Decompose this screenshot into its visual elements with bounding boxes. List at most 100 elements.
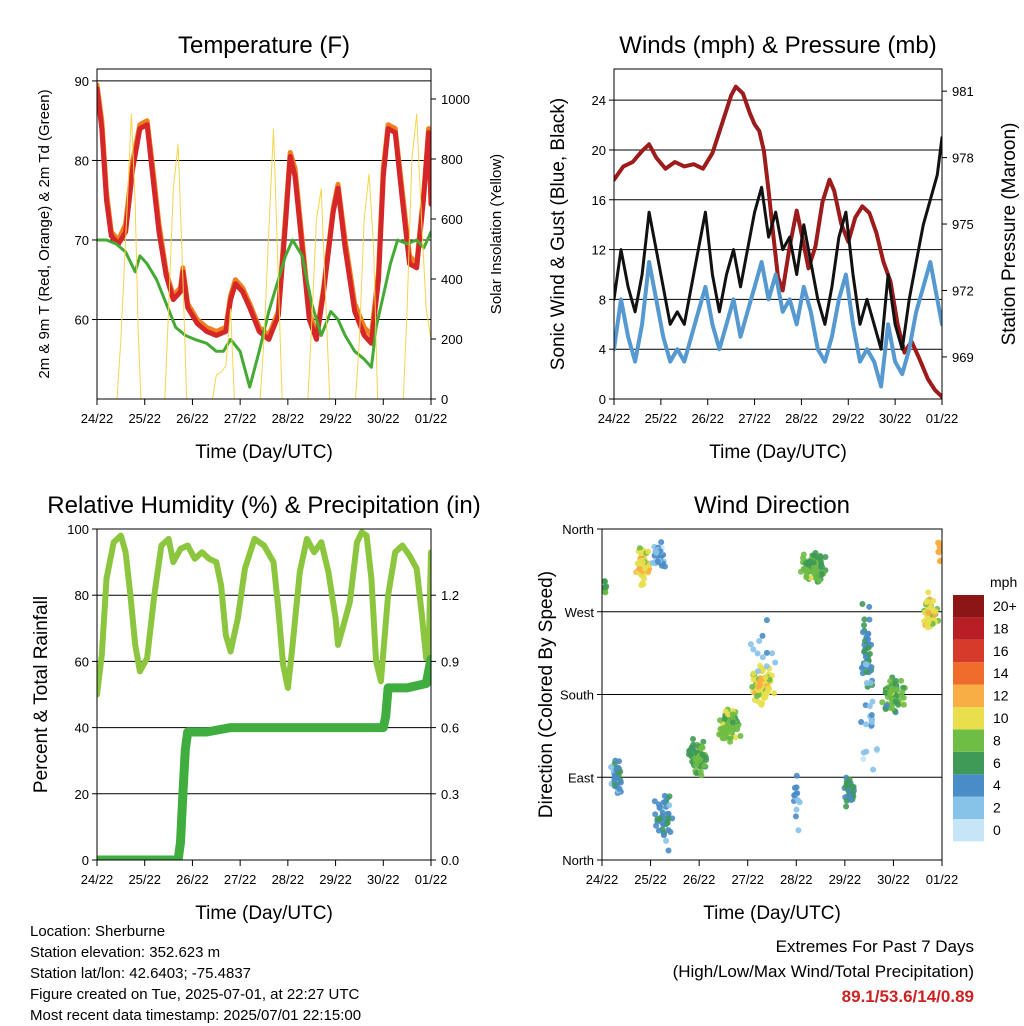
chart-panel-0: Temperature (F) Time (Day/UTC) 2m & 9m T (… [36,32,505,463]
wind-point [641,565,648,572]
wind-point [763,663,770,670]
wind-point [791,792,798,799]
y-axis-label-right: Solar Insolation (Yellow) [488,154,505,314]
y-tick-label: 16 [592,193,606,208]
plot-area [602,539,942,854]
wind-point [936,549,942,556]
plot-area [97,82,431,399]
wind-point [867,680,874,686]
wind-point [898,692,905,699]
wind-point [666,802,673,809]
wind-point [860,756,867,762]
wind-point [700,738,707,745]
x-tick-label: 29/22 [832,411,865,426]
x-tick-label: 25/22 [645,411,678,426]
series-line-0 [97,529,431,698]
extremes-values: 89.1/53.6/14/0.89 [841,987,974,1006]
wind-point [932,608,939,615]
series-line-2 [97,230,431,389]
wind-point [724,724,731,731]
wind-point [800,565,807,572]
wind-point [870,766,877,773]
wind-point [859,601,866,607]
wind-point [616,758,622,765]
y-tick-label: North [562,853,594,868]
y-right-tick-label: 800 [441,152,463,167]
wind-point [868,664,875,671]
wind-point [759,632,766,639]
wind-point [858,719,865,725]
x-tick-label: 29/22 [319,872,352,887]
wind-point [603,583,610,590]
y-right-tick-label: 1000 [441,92,470,107]
legend-label: 18 [993,620,1009,636]
wind-point [860,749,867,756]
wind-point [793,772,800,779]
wind-point [892,698,899,705]
wind-point [660,799,667,806]
x-tick-label: 28/22 [780,872,813,887]
wind-point [729,719,736,726]
y-right-tick-label: 981 [952,84,974,99]
y-tick-label: 60 [75,312,89,327]
wind-point [862,653,869,660]
x-tick-label: 29/22 [319,411,352,426]
wind-point [861,616,868,623]
chart-panel-2: Relative Humidity (%) & Precipitation (i… [31,492,481,924]
y-tick-label: South [560,688,594,703]
x-tick-label: 27/22 [731,872,764,887]
wind-point [608,764,614,770]
wind-point [667,829,674,835]
legend-swatch [953,639,984,663]
wind-point [843,783,850,790]
wind-point [868,712,875,718]
y-tick-label: 40 [75,721,89,736]
y-right-tick-label: 0.6 [441,721,459,736]
x-tick-label: 26/22 [176,411,209,426]
y-tick-label: 20 [592,143,606,158]
series-line-1 [97,654,431,860]
series-line-2 [614,136,942,351]
x-tick-label: 30/22 [367,872,400,887]
plot-frame [613,68,943,400]
plot-frame [96,68,432,400]
wind-point [757,662,764,669]
wind-point [737,733,744,739]
wind-point [865,636,872,643]
x-axis-label: Time (Day/UTC) [703,903,841,924]
wind-point [891,686,898,693]
wind-point [865,630,872,637]
chart-panel-3: Wind Direction Time (Day/UTC) Direction (C… [536,492,1017,924]
wind-point [793,806,800,813]
wind-point [759,654,766,661]
legend-label: 20+ [993,598,1017,614]
chart-title: Temperature (F) [178,32,350,59]
wind-point [750,646,757,653]
plot-area [614,84,942,399]
wind-point [654,558,661,565]
wind-point [653,822,660,829]
y-tick-label: 60 [75,654,89,669]
y-right-tick-label: 1.2 [441,588,459,603]
wind-point [843,797,850,804]
y-tick-label: 24 [592,93,606,108]
wind-point [698,744,705,751]
y-tick-label: 4 [599,342,606,357]
wind-point [651,798,658,805]
wind-point [659,809,666,816]
wind-point [721,715,728,722]
wind-point [636,545,643,552]
x-tick-label: 28/22 [272,872,305,887]
chart-panel-1: Winds (mph) & Pressure (mb) Time (Day/UTC… [548,32,1020,463]
y-tick-label: 100 [67,522,89,537]
x-tick-label: 24/22 [81,411,114,426]
plot-area [97,529,431,860]
wind-point [656,816,663,822]
x-tick-label: 30/22 [367,411,400,426]
legend-swatch [953,774,984,797]
wind-point [846,776,853,783]
x-tick-label: 29/22 [829,872,862,887]
x-tick-label: 26/22 [683,872,716,887]
x-axis-label: Time (Day/UTC) [709,442,847,463]
wind-point [613,765,620,772]
